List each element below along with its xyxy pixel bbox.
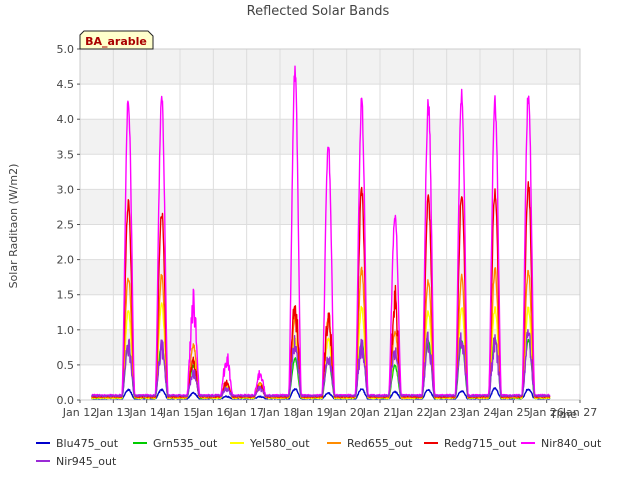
series-line-nir945-out [91, 329, 551, 398]
y-tick-label: 0.5 [57, 359, 75, 372]
legend-label: Yel580_out [249, 437, 310, 450]
legend-label: Redg715_out [444, 437, 517, 450]
legend: Blu475_out Grn535_out Yel580_out Red655_out… [36, 437, 602, 468]
legend-entry-yel580-out: Yel580_out [230, 437, 310, 450]
x-tick-label: Jan 12 [62, 406, 97, 419]
y-axis-label: Solar Raditaon (W/m2) [7, 164, 20, 289]
series-layer [91, 65, 551, 400]
y-tick-label: 5.0 [57, 43, 75, 56]
legend-label: Grn535_out [153, 437, 218, 450]
chart-title: Reflected Solar Bands [247, 4, 390, 19]
x-tick-label: Jan 25 [495, 406, 530, 419]
x-tick-label: Jan 24 [462, 406, 497, 419]
site-badge-label: BA_arable [85, 35, 147, 48]
legend-label: Blu475_out [56, 437, 119, 450]
x-tick-label: Jan 27 [562, 406, 597, 419]
x-tick-label: Jan 17 [228, 406, 263, 419]
x-tick-label: Jan 23 [428, 406, 463, 419]
legend-entry-blu475-out: Blu475_out [36, 437, 119, 450]
legend-entry-redg715-out: Redg715_out [424, 437, 517, 450]
y-tick-label: 1.0 [57, 324, 75, 337]
legend-entry-nir840-out: Nir840_out [521, 437, 602, 450]
x-tick-label: Jan 19 [295, 406, 330, 419]
x-tick-label: Jan 14 [128, 406, 163, 419]
x-tick-label: Jan 20 [328, 406, 363, 419]
legend-label: Red655_out [347, 437, 413, 450]
legend-label: Nir840_out [541, 437, 602, 450]
x-tick-label: Jan 13 [95, 406, 130, 419]
background-band [80, 119, 580, 155]
legend-entry-grn535-out: Grn535_out [133, 437, 218, 450]
x-tick-label: Jan 15 [162, 406, 197, 419]
y-tick-label: 2.0 [57, 254, 75, 267]
x-tick-label: Jan 26 [528, 406, 563, 419]
y-tick-label: 4.0 [57, 113, 75, 126]
site-badge: BA_arable [79, 30, 154, 50]
background-band [80, 49, 580, 85]
legend-entry-nir945-out: Nir945_out [36, 455, 117, 468]
legend-entry-red655-out: Red655_out [327, 437, 413, 450]
y-tick-label: 1.5 [57, 289, 75, 302]
y-tick-label: 0.0 [57, 394, 75, 407]
y-tick-label: 3.5 [57, 148, 75, 161]
x-tick-label: Jan 21 [362, 406, 397, 419]
x-tick-label: Jan 16 [195, 406, 230, 419]
background-band [80, 259, 580, 295]
x-tick-label: Jan 18 [262, 406, 297, 419]
x-axis-label: Time [549, 408, 577, 421]
x-tick-label: Jan 22 [395, 406, 430, 419]
legend-label: Nir945_out [56, 455, 117, 468]
site-badge-box [79, 30, 154, 50]
y-tick-label: 4.5 [57, 78, 75, 91]
y-tick-label: 3.0 [57, 183, 75, 196]
y-tick-label: 2.5 [57, 219, 75, 232]
